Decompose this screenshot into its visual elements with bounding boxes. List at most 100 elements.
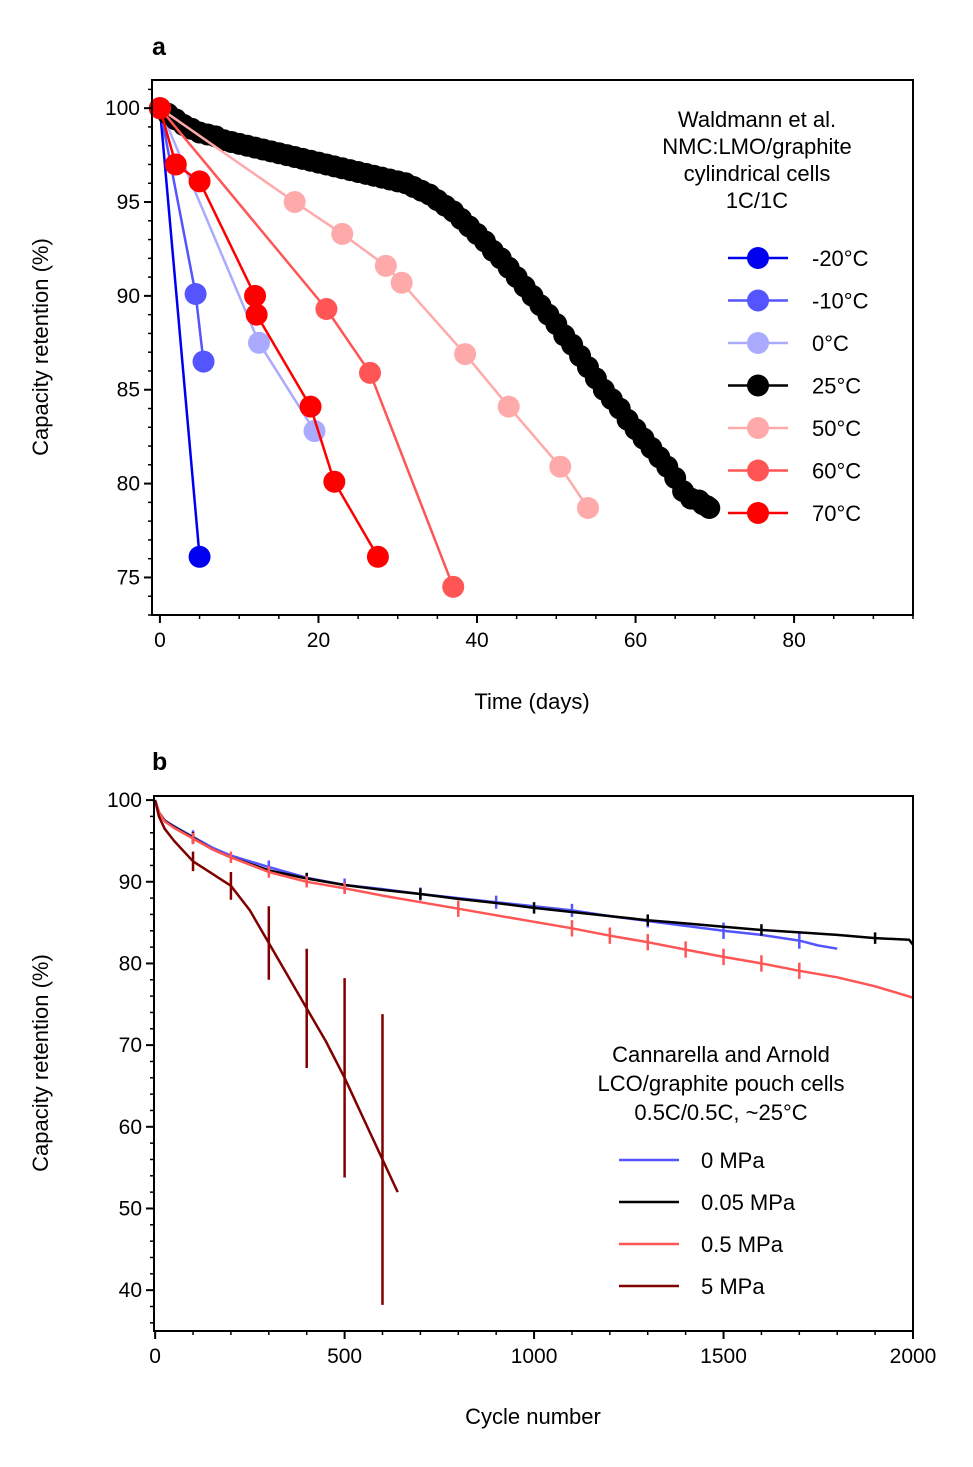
panel-a-legend-label: 25°C [812, 374, 861, 399]
panel-a-x-tick-label: 80 [782, 629, 805, 652]
panel-a-series-20-c-line [158, 108, 201, 557]
panel-a-legend-title-line: NMC:LMO/graphite [662, 134, 852, 159]
panel-a-legend-item-60-c: 60°C [728, 459, 861, 484]
panel-a-legend-swatch-marker [747, 247, 769, 269]
panel-a-legend-swatch-marker [747, 502, 769, 524]
panel-a-series-70-c-point [164, 153, 187, 176]
panel-a-legend-item-50-c: 50°C [728, 416, 861, 441]
panel-b-x-tick-label: 1000 [511, 1345, 558, 1368]
panel-a-x-tick-label: 20 [307, 629, 330, 652]
panel-a-legend-title-line: 1C/1C [726, 188, 788, 213]
panel-a-legend-swatch-marker [747, 289, 769, 312]
panel-a-series-70-c-point [148, 97, 171, 120]
panel-a-legend: Waldmann et al.NMC:LMO/graphitecylindric… [662, 107, 868, 526]
panel-a-legend-label: 50°C [812, 416, 861, 441]
panel-a: a 0 20 40 60 80 75 80 85 90 95 100 Time (days) Cap… [28, 33, 914, 714]
panel-a-series-0-c-point [248, 331, 271, 354]
panel-a-series-60-c-point [315, 298, 338, 321]
panel-b-legend-title-line: 0.5C/0.5C, ~25°C [634, 1100, 807, 1125]
panel-b-legend-label: 0.5 MPa [701, 1232, 784, 1257]
panel-b-y-tick-label: 70 [119, 1034, 142, 1057]
panel-a-legend-swatch-marker [747, 417, 769, 439]
panel-b-y-tick-label: 100 [107, 789, 142, 812]
panel-a-legend-label: 70°C [812, 501, 861, 526]
panel-a-legend-label: -20°C [812, 246, 869, 271]
panel-b-series-5-mpa-line [153, 799, 399, 1193]
panel-a-series-50-c-point [374, 254, 397, 277]
panel-a-series-25-c-point [698, 497, 721, 519]
panel-b-y-tick-label: 50 [119, 1197, 142, 1220]
panel-a-series-70-c [148, 97, 389, 568]
panel-a-legend-item-20-c: -20°C [728, 246, 869, 271]
panel-a-legend-label: 0°C [812, 331, 849, 356]
panel-a-series-70-c-point [323, 470, 346, 493]
panel-a-legend-label: 60°C [812, 459, 861, 484]
panel-b-legend: Cannarella and Arnold LCO/graphite pouch … [597, 1042, 844, 1299]
panel-a-x-tick-label: 60 [624, 629, 647, 652]
panel-a-y-axis-label: Capacity retention (%) [28, 238, 53, 456]
panel-a-series-20-c-point [188, 545, 211, 568]
panel-a-series-60-c-point [442, 575, 465, 598]
panel-a-x-tick-label: 0 [154, 629, 166, 652]
panel-b-legend-label: 0.05 MPa [701, 1190, 796, 1215]
panel-b-legend-label: 0 MPa [701, 1148, 765, 1173]
panel-b-y-tick-label: 80 [119, 952, 142, 975]
panel-a-series-50-c-point [390, 271, 413, 294]
panel-a-series-70-c-point [366, 545, 389, 568]
panel-b-legend-item-0-05-mpa: 0.05 MPa [619, 1190, 796, 1215]
panel-b-x-axis-label: Cycle number [465, 1404, 601, 1429]
panel-a-series-50-c-point [454, 343, 477, 366]
panel-a-series-70-c-point [245, 303, 268, 326]
panel-a-y-tick-label: 75 [117, 566, 140, 589]
panel-a-y-tick-label: 85 [117, 379, 140, 402]
panel-b-label: b [152, 748, 167, 776]
panel-a-legend-swatch-marker [747, 459, 769, 482]
panel-b-legend-item-0-5-mpa: 0.5 MPa [619, 1232, 784, 1257]
panel-b: b 0 500 1000 1500 2000 40 50 60 70 80 90 100 Cycle … [28, 748, 936, 1429]
panel-a-y-tick-label: 95 [117, 191, 140, 214]
panel-b-y-tick-label: 40 [119, 1279, 142, 1302]
panel-a-series-70-c-point [299, 395, 322, 418]
panel-b-legend-item-5-mpa: 5 MPa [619, 1274, 765, 1299]
panel-b-series-0-mpa-line [153, 799, 838, 950]
panel-a-legend-item-0-c: 0°C [728, 331, 849, 356]
panel-a-legend-title-line: cylindrical cells [684, 161, 831, 186]
panel-a-series-10-c-point [192, 350, 215, 373]
panel-a-label: a [152, 33, 167, 61]
panel-b-legend-item-0-mpa: 0 MPa [619, 1148, 765, 1173]
panel-a-ticks: 0 20 40 60 80 75 80 85 90 95 100 [105, 88, 914, 652]
panel-a-x-axis-label: Time (days) [474, 689, 589, 714]
panel-a-series-50-c-point [283, 191, 306, 214]
panel-a-series-60-c-line [158, 107, 455, 588]
panel-b-series-0-5-mpa [153, 799, 914, 999]
panel-a-series-10-c-line [158, 107, 205, 362]
panel-b-legend-label: 5 MPa [701, 1274, 765, 1299]
panel-a-legend-swatch-marker [747, 332, 769, 354]
panel-b-x-tick-label: 500 [327, 1345, 362, 1368]
panel-b-legend-title-line: LCO/graphite pouch cells [597, 1071, 844, 1096]
panel-b-legend-title-line: Cannarella and Arnold [612, 1042, 830, 1067]
panel-b-ticks: 0 500 1000 1500 2000 40 50 60 70 80 90 100 [107, 789, 936, 1368]
panel-b-x-tick-label: 1500 [700, 1345, 747, 1368]
panel-a-series-60-c-point [358, 361, 381, 384]
panel-a-series-50-c-point [549, 455, 572, 478]
panel-a-frame [151, 79, 914, 616]
panel-a-legend-title-line: Waldmann et al. [678, 107, 836, 132]
panel-b-x-tick-label: 2000 [890, 1345, 937, 1368]
panel-a-y-tick-label: 100 [105, 97, 140, 120]
panel-a-series-10-c-point [184, 283, 207, 305]
panel-a-series-70-c-point [188, 170, 211, 193]
panel-a-plot-area [148, 97, 721, 598]
panel-a-legend-item-10-c: -10°C [728, 289, 869, 314]
panel-a-legend-item-25-c: 25°C [728, 374, 861, 399]
panel-a-y-tick-label: 90 [117, 285, 140, 308]
panel-b-x-tick-label: 0 [149, 1345, 161, 1368]
panel-a-x-tick-label: 40 [465, 629, 488, 652]
panel-a-series-25-c-line [159, 107, 711, 509]
panel-a-series-50-c-point [331, 222, 354, 245]
panel-a-series-50-c-point [576, 497, 599, 519]
panel-a-series-50-c-point [497, 395, 520, 418]
panel-a-legend-item-70-c: 70°C [728, 501, 861, 526]
panel-b-y-tick-label: 60 [119, 1116, 142, 1139]
